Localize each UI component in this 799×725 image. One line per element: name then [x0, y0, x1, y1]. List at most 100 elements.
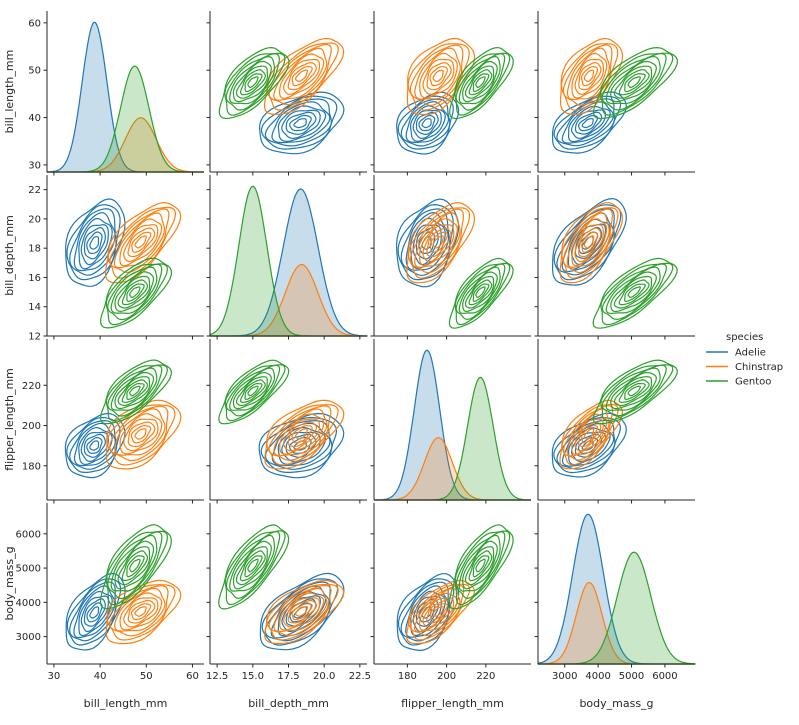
- contour-adelie-7: [261, 578, 339, 646]
- contour-gentoo-2: [121, 279, 149, 306]
- contour-chinstrap-2: [127, 599, 156, 624]
- y-tick-label: 40: [28, 113, 41, 124]
- contour-chinstrap-2: [127, 421, 156, 448]
- contour-adelie-0: [421, 118, 432, 129]
- contour-gentoo-7: [454, 262, 511, 326]
- contour-chinstrap-8: [104, 201, 182, 284]
- panel-bill_depth_mm-vs-flipper_length_mm: [370, 175, 531, 340]
- contour-group-chinstrap: [264, 579, 345, 645]
- contour-gentoo-0: [129, 286, 141, 298]
- y-tick-label: 50: [28, 66, 41, 77]
- contour-chinstrap-6: [109, 208, 170, 274]
- contour-gentoo-1: [244, 555, 263, 578]
- contour-gentoo-5: [110, 266, 158, 315]
- contour-adelie-7: [66, 204, 121, 281]
- legend: species Adelie Chinstrap Gentoo: [706, 332, 783, 388]
- contour-chinstrap-6: [268, 405, 332, 461]
- contour-chinstrap-1: [429, 603, 449, 621]
- contour-chinstrap-7: [561, 207, 619, 279]
- contour-adelie-5: [73, 422, 116, 467]
- x-tick-label: 50: [140, 671, 153, 682]
- contour-gentoo-7: [600, 364, 674, 422]
- contour-gentoo-3: [117, 275, 151, 309]
- contour-gentoo-2: [468, 279, 493, 306]
- contour-adelie-0: [293, 118, 307, 129]
- contour-chinstrap-4: [119, 218, 163, 267]
- contour-gentoo-1: [244, 383, 263, 401]
- panel-flipper_length_mm-vs-bill_length_mm: 180 200 220: [22, 339, 204, 504]
- contour-chinstrap-1: [130, 425, 152, 444]
- contour-adelie-1: [577, 114, 599, 132]
- contour-adelie-7: [260, 95, 338, 150]
- y-tick-label: 12: [28, 332, 41, 343]
- contour-chinstrap-6: [109, 405, 169, 462]
- contour-chinstrap-0: [295, 69, 308, 82]
- contour-chinstrap-6: [409, 208, 465, 274]
- contour-gentoo-8: [218, 524, 290, 610]
- contour-chinstrap-7: [107, 206, 177, 279]
- contour-group-chinstrap: [263, 37, 345, 116]
- contour-adelie-3: [80, 595, 110, 633]
- contour-adelie-4: [410, 590, 446, 637]
- panel-bill_depth_mm-vs-body_mass_g: [534, 175, 695, 340]
- contour-group-gentoo: [448, 524, 514, 610]
- contour-group-adelie: [64, 412, 126, 479]
- contour-gentoo-5: [605, 266, 661, 315]
- contour-chinstrap-1: [291, 66, 313, 87]
- contour-chinstrap-2: [577, 421, 602, 448]
- y-tick-label: 180: [22, 461, 41, 472]
- y-tick-label: 14: [28, 302, 41, 313]
- contour-chinstrap-2: [287, 599, 318, 624]
- contour-adelie-5: [561, 422, 615, 467]
- contour-chinstrap-4: [119, 592, 163, 631]
- contour-adelie-8: [552, 197, 627, 286]
- contour-chinstrap-7: [407, 43, 470, 111]
- contour-adelie-1: [86, 602, 103, 623]
- contour-adelie-4: [277, 427, 327, 465]
- contour-gentoo-8: [449, 46, 514, 120]
- contour-chinstrap-8: [406, 37, 476, 116]
- contour-adelie-2: [83, 598, 106, 627]
- contour-gentoo-0: [475, 76, 486, 88]
- contour-gentoo-6: [601, 52, 667, 111]
- contour-chinstrap-0: [134, 428, 147, 440]
- y-tick-label: 200: [22, 421, 41, 432]
- contour-gentoo-7: [224, 52, 286, 116]
- contour-adelie-2: [285, 111, 317, 135]
- contour-chinstrap-1: [429, 231, 449, 253]
- contour-gentoo-5: [110, 534, 158, 592]
- contour-chinstrap-2: [287, 421, 317, 447]
- contour-chinstrap-6: [562, 44, 613, 106]
- contour-chinstrap-3: [422, 224, 455, 263]
- x-tick-label: 22.5: [349, 671, 371, 682]
- contour-chinstrap-3: [574, 418, 604, 452]
- contour-chinstrap-2: [426, 599, 452, 624]
- contour-group-gentoo: [592, 257, 678, 329]
- contour-chinstrap-1: [130, 603, 152, 621]
- contour-chinstrap-8: [263, 37, 345, 116]
- contour-group-chinstrap: [559, 202, 624, 284]
- contour-chinstrap-2: [578, 62, 602, 91]
- contour-chinstrap-0: [432, 235, 444, 249]
- contour-gentoo-0: [247, 385, 259, 397]
- contour-chinstrap-8: [406, 202, 476, 284]
- contour-chinstrap-5: [273, 47, 328, 101]
- contour-gentoo-7: [454, 52, 511, 116]
- contour-chinstrap-7: [266, 583, 339, 641]
- contour-gentoo-1: [244, 73, 263, 93]
- legend-label-chinstrap: Chinstrap: [735, 362, 783, 373]
- contour-gentoo-3: [235, 546, 268, 586]
- contour-chinstrap-6: [562, 404, 614, 461]
- contour-chinstrap-2: [426, 62, 452, 91]
- y-tick-label: 220: [22, 381, 41, 392]
- contour-chinstrap-4: [418, 218, 458, 267]
- contour-gentoo-8: [448, 257, 514, 329]
- contour-chinstrap-8: [559, 202, 624, 284]
- contour-gentoo-0: [475, 558, 486, 573]
- x-tick-label: 60: [186, 671, 199, 682]
- contour-gentoo-6: [455, 263, 506, 321]
- contour-gentoo-0: [129, 558, 141, 573]
- x-axis-label-flipper_length_mm: flipper_length_mm: [401, 697, 504, 710]
- contour-adelie-0: [89, 440, 100, 451]
